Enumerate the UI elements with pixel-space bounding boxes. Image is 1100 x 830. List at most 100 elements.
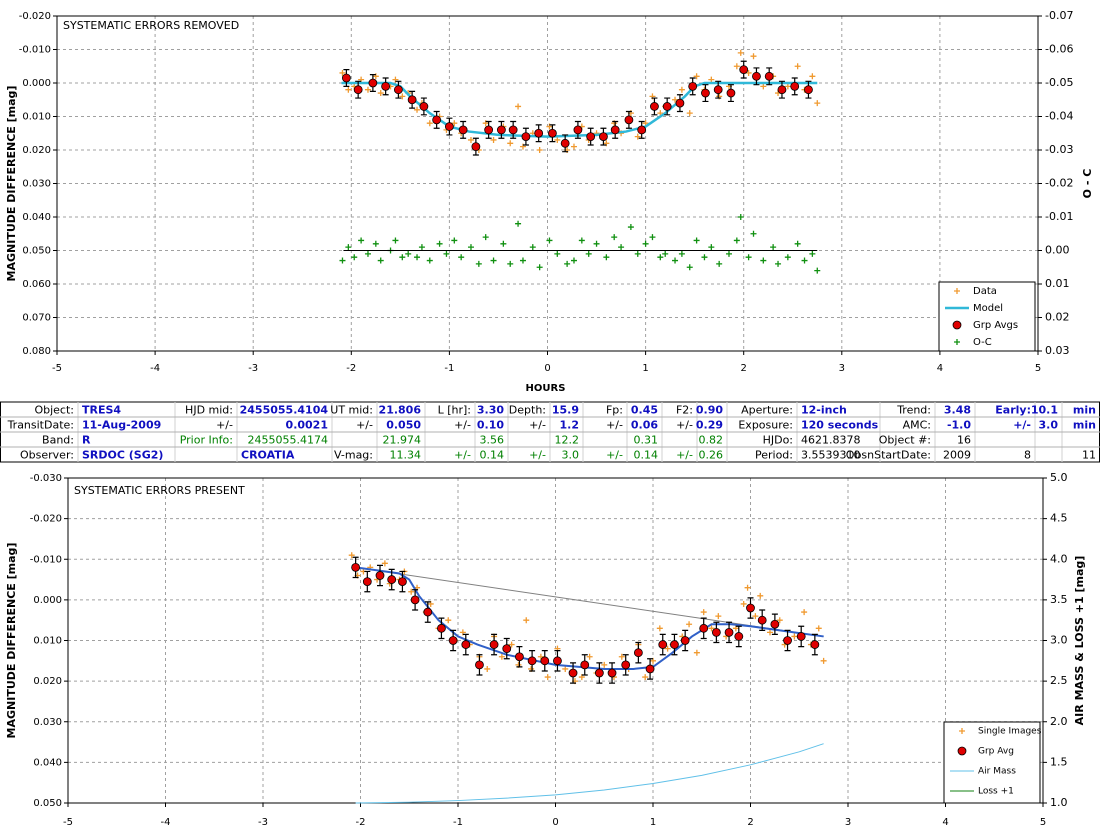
data-point — [725, 250, 732, 257]
data-point — [693, 237, 700, 244]
table-label: HJDo: — [763, 434, 793, 447]
data-point — [770, 244, 777, 251]
data-point — [693, 649, 700, 656]
group-average — [489, 640, 499, 649]
plot-border — [67, 477, 1044, 804]
group-average — [594, 668, 604, 678]
data-point — [536, 147, 543, 153]
data-point — [791, 633, 798, 640]
table-label: min — [1073, 419, 1096, 432]
data-point — [554, 136, 561, 143]
y2-tick-label: 0.00 — [1045, 244, 1070, 257]
group-average — [645, 664, 655, 674]
table-value: 21.806 — [379, 404, 422, 417]
y2-tick-label: -0.02 — [1045, 177, 1073, 190]
group-average — [540, 656, 550, 666]
data-point — [467, 136, 474, 143]
data-point — [750, 53, 757, 60]
x-tick-label: -3 — [248, 363, 258, 374]
data-point — [601, 661, 608, 668]
legend-box — [943, 721, 1041, 804]
table-label: TransitDate: — [7, 419, 74, 432]
data-point — [801, 609, 808, 616]
data-point — [392, 237, 399, 244]
data-point — [627, 224, 634, 231]
group-average — [810, 640, 820, 649]
data-point — [745, 254, 752, 261]
table-label: Fp: — [606, 404, 623, 417]
y-axis-title: MAGNITUDE DIFFERENCE [mag] — [5, 543, 18, 739]
data-point — [418, 244, 425, 251]
x-tick-label: -2 — [356, 817, 366, 828]
group-average — [534, 128, 544, 138]
data-point — [672, 257, 679, 264]
table-value: 0.90 — [696, 404, 723, 417]
data-point — [399, 93, 406, 100]
data-point — [537, 653, 544, 660]
table-value: R — [82, 434, 91, 447]
x-tick-label: 1 — [650, 817, 656, 828]
data-point — [656, 625, 663, 632]
table-value: 0.31 — [634, 434, 659, 447]
table-label: Prior Info: — [180, 434, 233, 447]
table-label: +/- — [676, 449, 693, 462]
table-label: +/- — [356, 419, 373, 432]
group-average — [444, 122, 454, 131]
parameter-table: Object: TRES4 HJD mid: 2455055.4104 UT mid: 2… — [0, 401, 1100, 463]
data-point — [642, 240, 649, 247]
table-value: 2455055.4174 — [248, 434, 328, 447]
data-point — [529, 244, 536, 251]
group-average — [764, 71, 774, 81]
x-axis-title: HOURS — [526, 383, 566, 394]
y2-tick-label: -0.04 — [1045, 110, 1073, 123]
data-point — [507, 140, 514, 147]
y2-tick-label: 0.01 — [1045, 277, 1070, 290]
data-point — [578, 237, 585, 244]
table-value: 2455055.4104 — [240, 404, 329, 417]
data-point — [634, 133, 641, 140]
data-point — [345, 86, 352, 93]
x-tick-label: 3 — [839, 363, 845, 374]
plot-title: SYSTEMATIC ERRORS PRESENT — [74, 484, 245, 497]
data-point — [546, 237, 553, 244]
group-average — [484, 125, 494, 135]
table-label: Early: — [995, 404, 1031, 417]
data-point — [586, 653, 593, 660]
data-point — [737, 49, 744, 56]
group-average — [410, 595, 420, 605]
table-value: 0.29 — [696, 419, 723, 432]
table-label: 11 — [1082, 449, 1096, 462]
x-tick-label: 3 — [845, 817, 851, 828]
table-label: Aperture: — [741, 404, 793, 417]
data-point — [767, 629, 773, 636]
y-tick-label: -0.010 — [19, 45, 51, 56]
table-label: ObsnStartDate: — [846, 449, 931, 462]
data-point — [490, 257, 497, 264]
plot-title: SYSTEMATIC ERRORS REMOVED — [63, 19, 239, 32]
x-tick-label: 0 — [552, 817, 558, 828]
y-tick-label: 0.050 — [33, 798, 62, 809]
legend-box — [938, 281, 1036, 352]
y-tick-label: 0.030 — [33, 717, 62, 728]
y-tick-label: 0.010 — [22, 112, 51, 123]
group-average — [680, 636, 690, 645]
data-point — [809, 250, 816, 257]
data-point — [364, 86, 371, 93]
data-point — [820, 657, 827, 664]
legend-symbol — [959, 728, 965, 734]
data-point — [426, 120, 433, 127]
legend-symbol — [954, 339, 960, 345]
table-value: 12.2 — [555, 434, 580, 447]
table-value: 0.82 — [699, 434, 724, 447]
group-average — [757, 615, 767, 625]
data-point — [611, 234, 618, 241]
x-tick-label: -5 — [52, 363, 62, 374]
data-point — [381, 560, 388, 567]
data-point — [562, 665, 569, 672]
table-value: 12-inch — [801, 404, 847, 417]
table-value: -1.0 — [947, 419, 971, 432]
x-tick-label: 1 — [642, 363, 648, 374]
table-label: +/- — [454, 449, 471, 462]
data-point — [484, 665, 491, 672]
data-point — [523, 617, 530, 624]
